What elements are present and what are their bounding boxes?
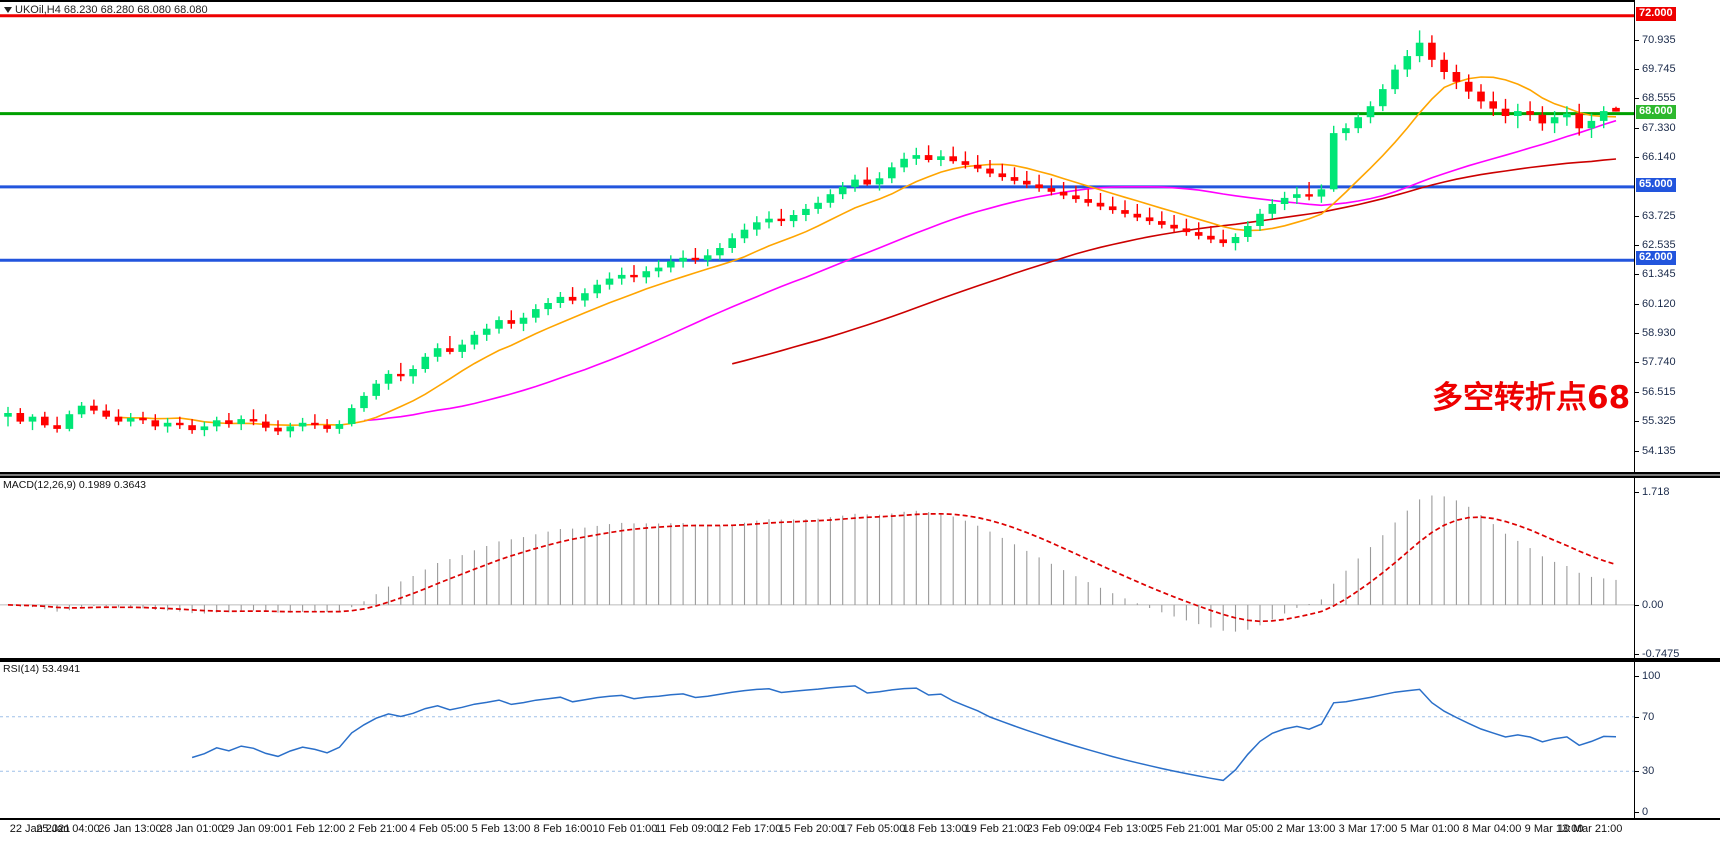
price-axis[interactable]: 70.935 69.745 68.555 67.330 66.140 63.725 62.5… (1634, 0, 1720, 472)
rsi-axis-tick: 100 (1635, 670, 1660, 682)
time-axis-tick: 24 Feb 13:00 (1088, 823, 1154, 835)
time-axis-tick: 4 Feb 05:00 (409, 823, 469, 835)
time-axis-tick: 15 Feb 20:00 (778, 823, 844, 835)
time-axis-tick: 10 Mar 21:00 (1557, 823, 1623, 835)
time-axis-tick: 5 Feb 13:00 (471, 823, 531, 835)
time-axis-tick: 25 Jan 04:00 (36, 823, 100, 835)
time-axis-tick: 2 Feb 21:00 (348, 823, 408, 835)
macd-series-svg (0, 495, 1634, 632)
time-axis-tick: 18 Feb 13:00 (902, 823, 968, 835)
symbol-info-label: UKOil,H4 68.230 68.280 68.080 68.080 (4, 4, 208, 16)
price-axis-tick: 55.325 (1635, 415, 1676, 427)
price-chart-panel[interactable]: UKOil,H4 68.230 68.280 68.080 68.080 多空转… (0, 0, 1720, 472)
time-axis-tick: 3 Mar 17:00 (1338, 823, 1398, 835)
price-axis-tick: 66.140 (1635, 151, 1676, 163)
panel-separator-1 (0, 472, 1720, 478)
time-axis-tick: 17 Feb 05:00 (840, 823, 906, 835)
time-axis-tick: 29 Jan 09:00 (222, 823, 286, 835)
price-axis-tick: 68.555 (1635, 92, 1676, 104)
panel-separator-2 (0, 658, 1720, 662)
time-axis[interactable]: 22 Jan 2021 25 Jan 04:00 26 Jan 13:00 28 Ja… (0, 818, 1720, 841)
price-axis-tick: 70.935 (1635, 34, 1676, 46)
time-axis-tick: 12 Feb 17:00 (716, 823, 782, 835)
price-axis-tick: 63.725 (1635, 210, 1676, 222)
rsi-axis-tick: 70 (1635, 711, 1654, 723)
price-axis-tick: 67.330 (1635, 122, 1676, 134)
macd-axis[interactable]: 1.718 0.00 -0.7475 (1634, 478, 1720, 660)
time-axis-tick: 2 Mar 13:00 (1276, 823, 1336, 835)
price-axis-tick: 58.930 (1635, 327, 1676, 339)
price-level-badge[interactable]: 68.000 (1636, 104, 1676, 119)
time-axis-tick: 22 Jan 2021 (9, 823, 71, 835)
time-axis-tick: 9 Mar 13:00 (1524, 823, 1584, 835)
price-level-badge[interactable]: 65.000 (1636, 177, 1676, 192)
price-level-badge[interactable]: 62.000 (1636, 251, 1676, 266)
time-axis-tick: 10 Feb 01:00 (592, 823, 658, 835)
time-axis-tick: 1 Mar 05:00 (1214, 823, 1274, 835)
price-axis-tick: 69.745 (1635, 63, 1676, 75)
price-axis-tick: 61.345 (1635, 268, 1676, 280)
macd-axis-tick: 1.718 (1635, 486, 1670, 498)
time-axis-tick: 8 Feb 16:00 (533, 823, 593, 835)
price-axis-tick: 54.135 (1635, 445, 1676, 457)
time-axis-tick: 5 Mar 01:00 (1400, 823, 1460, 835)
macd-axis-tick: -0.7475 (1635, 648, 1679, 660)
rsi-plot-area[interactable]: RSI(14) 53.4941 (0, 662, 1634, 818)
time-axis-tick: 26 Jan 13:00 (98, 823, 162, 835)
macd-label: MACD(12,26,9) 0.1989 0.3643 (3, 479, 147, 491)
rsi-label: RSI(14) 53.4941 (3, 663, 81, 675)
price-axis-tick: 60.120 (1635, 298, 1676, 310)
time-axis-tick: 28 Jan 01:00 (160, 823, 224, 835)
time-axis-tick: 23 Feb 09:00 (1026, 823, 1092, 835)
price-axis-tick: 56.515 (1635, 386, 1676, 398)
time-axis-tick: 8 Mar 04:00 (1462, 823, 1522, 835)
macd-panel[interactable]: MACD(12,26,9) 0.1989 0.3643 1.718 0.00 -0.… (0, 478, 1720, 660)
price-series-svg (0, 14, 1634, 438)
macd-plot-area[interactable]: MACD(12,26,9) 0.1989 0.3643 (0, 478, 1634, 658)
time-axis-tick: 19 Feb 21:00 (964, 823, 1030, 835)
rsi-axis-tick: 0 (1635, 806, 1648, 818)
time-axis-tick: 11 Feb 09:00 (654, 823, 720, 835)
rsi-panel[interactable]: RSI(14) 53.4941 100 70 30 0 (0, 662, 1720, 818)
price-axis-tick: 57.740 (1635, 356, 1676, 368)
time-axis-tick: 1 Feb 12:00 (286, 823, 346, 835)
price-axis-tick: 62.535 (1635, 239, 1676, 251)
price-level-badge[interactable]: 72.000 (1636, 6, 1676, 21)
rsi-series-svg (0, 685, 1634, 782)
collapse-triangle-icon[interactable] (4, 7, 12, 14)
rsi-axis-tick: 30 (1635, 765, 1654, 777)
time-axis-tick: 25 Feb 21:00 (1150, 823, 1216, 835)
rsi-axis[interactable]: 100 70 30 0 (1634, 662, 1720, 818)
macd-axis-tick: 0.00 (1635, 599, 1663, 611)
price-plot-area[interactable]: UKOil,H4 68.230 68.280 68.080 68.080 多空转… (0, 0, 1634, 472)
chart-annotation-text: 多空转折点68 (1432, 380, 1631, 416)
